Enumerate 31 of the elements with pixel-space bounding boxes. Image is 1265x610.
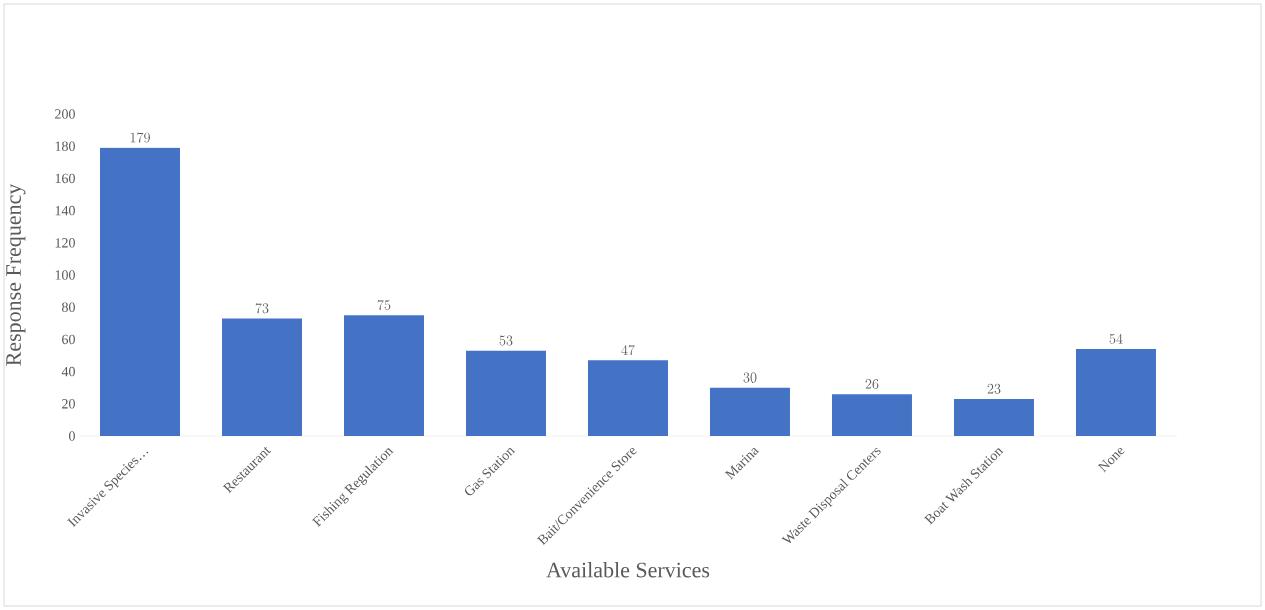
y-axis-title: Response Frequency	[6, 183, 26, 366]
bar	[1075, 349, 1156, 436]
data-label: 73	[255, 303, 269, 314]
data-label: 26	[865, 379, 879, 389]
data-label: 75	[377, 299, 391, 311]
bar	[100, 147, 180, 436]
x-axis-title: Available Services	[546, 561, 710, 578]
y-tick-label: 20	[62, 399, 75, 409]
data-label: 53	[499, 335, 513, 346]
y-tick-label: 100	[55, 270, 75, 280]
y-tick-label: 60	[62, 334, 75, 345]
data-label: 179	[130, 132, 150, 143]
bar	[709, 387, 790, 436]
data-label: 23	[987, 383, 1001, 394]
bar	[465, 350, 546, 436]
y-tick-label: 0	[69, 431, 75, 441]
data-label: 54	[1109, 333, 1123, 344]
bar	[222, 318, 302, 436]
bar	[587, 360, 668, 436]
y-tick-label: 160	[55, 173, 75, 184]
y-tick-label: 140	[55, 205, 75, 216]
bar	[831, 394, 912, 436]
data-label: 30	[743, 372, 757, 383]
y-tick-label: 200	[55, 109, 75, 119]
data-label: 47	[621, 345, 635, 356]
bar	[953, 398, 1034, 436]
y-tick-label: 40	[61, 366, 75, 377]
y-tick-label: 180	[55, 141, 75, 151]
y-tick-label: 80	[62, 302, 75, 312]
bar	[343, 315, 424, 436]
y-tick-label: 120	[55, 238, 75, 248]
